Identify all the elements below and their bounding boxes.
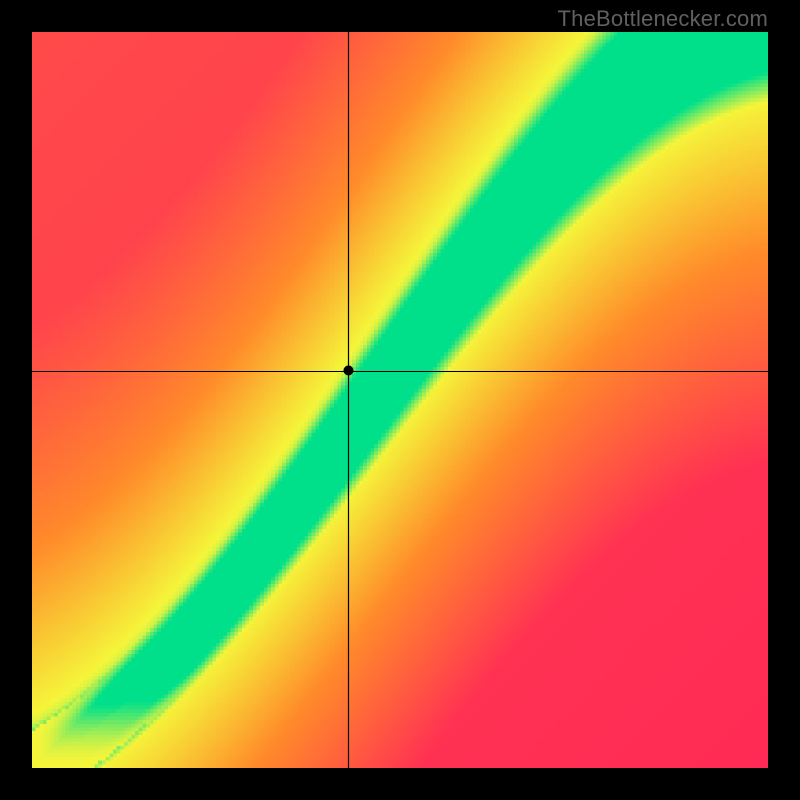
watermark-text: TheBottlenecker.com — [558, 6, 768, 32]
overlay-canvas — [32, 32, 768, 768]
outer-frame: TheBottlenecker.com — [0, 0, 800, 800]
heatmap-plot — [32, 32, 768, 768]
